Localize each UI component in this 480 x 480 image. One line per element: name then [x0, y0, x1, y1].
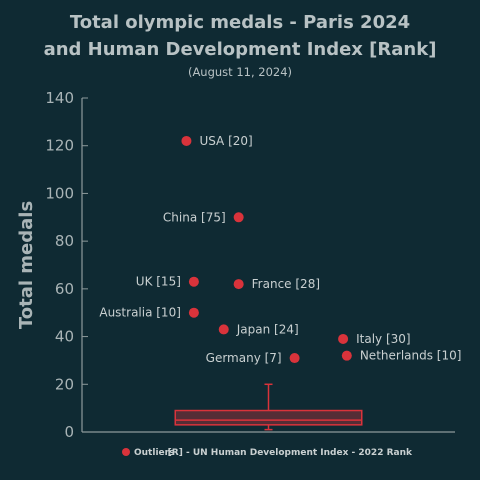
outlier-point	[218, 324, 229, 335]
y-tick-label: 40	[55, 328, 74, 346]
box-iqr	[174, 409, 363, 426]
legend-label: Outliers	[134, 448, 174, 458]
y-tick-label: 140	[45, 89, 74, 107]
outlier-label: Italy [30]	[356, 332, 410, 346]
legend: Outliers	[122, 448, 174, 458]
outlier-label: USA [20]	[199, 134, 252, 148]
chart-title-line-1: Total olympic medals - Paris 2024	[70, 12, 410, 33]
outlier-point	[188, 276, 199, 287]
axes: 0 20 40 60 80 100 120 140	[45, 89, 455, 441]
outlier-point	[181, 135, 192, 146]
hdi-note: [R] - UN Human Development Index - 2022 …	[168, 448, 413, 458]
outlier-label: Netherlands [10]	[360, 349, 462, 363]
outlier-point	[338, 333, 349, 344]
y-tick-label: 100	[45, 184, 74, 202]
outlier-point	[341, 350, 352, 361]
y-tick-label: 120	[45, 137, 74, 155]
chart-title-line-2: and Human Development Index [Rank]	[44, 39, 437, 60]
outlier-label: UK [15]	[136, 275, 181, 289]
legend-marker	[122, 448, 130, 456]
y-tick-label: 60	[55, 280, 74, 298]
y-tick-label: 0	[64, 423, 74, 441]
outlier-label: Australia [10]	[99, 306, 181, 320]
chart-subtitle: (August 11, 2024)	[188, 65, 292, 79]
outlier-label: China [75]	[163, 210, 226, 224]
outlier-point	[233, 279, 244, 290]
outlier-point	[289, 353, 300, 364]
y-axis-label: Total medals	[16, 201, 37, 329]
box-plot	[174, 383, 363, 431]
outlier-point	[188, 307, 199, 318]
y-tick-label: 20	[55, 375, 74, 393]
outlier-points: USA [20] China [75] UK [15] France [28] Aust…	[99, 134, 461, 365]
y-tick-label: 80	[55, 232, 74, 250]
outlier-label: France [28]	[252, 277, 320, 291]
outlier-label: Germany [7]	[206, 351, 282, 365]
outlier-label: Japan [24]	[236, 322, 299, 336]
outlier-point	[233, 212, 244, 223]
